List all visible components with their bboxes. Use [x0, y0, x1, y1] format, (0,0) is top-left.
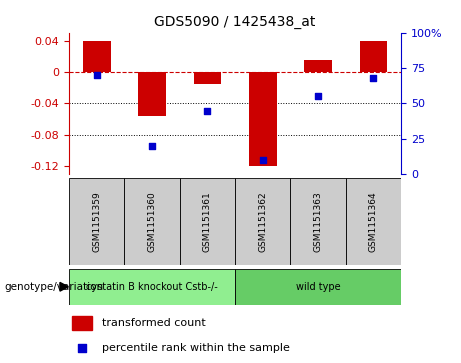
Point — [259, 157, 266, 163]
Text: cystatin B knockout Cstb-/-: cystatin B knockout Cstb-/- — [86, 282, 218, 292]
Bar — [180, 178, 235, 265]
Bar — [69, 269, 235, 305]
Text: GSM1151363: GSM1151363 — [313, 191, 323, 252]
Text: wild type: wild type — [296, 282, 340, 292]
Bar — [194, 72, 221, 84]
Text: GSM1151362: GSM1151362 — [258, 191, 267, 252]
Bar — [235, 269, 401, 305]
Point — [204, 107, 211, 113]
Text: genotype/variation: genotype/variation — [5, 282, 104, 292]
Point — [314, 94, 322, 99]
Text: GSM1151360: GSM1151360 — [148, 191, 157, 252]
Point — [370, 75, 377, 81]
Point — [93, 72, 100, 78]
Point — [79, 345, 86, 351]
Bar — [138, 72, 166, 116]
Text: transformed count: transformed count — [102, 318, 206, 328]
Point — [148, 143, 156, 149]
Text: percentile rank within the sample: percentile rank within the sample — [102, 343, 290, 353]
Bar — [124, 178, 180, 265]
Bar — [69, 178, 124, 265]
Text: GSM1151359: GSM1151359 — [92, 191, 101, 252]
Bar — [346, 178, 401, 265]
Bar — [249, 72, 277, 166]
Bar — [304, 60, 332, 72]
Bar — [83, 41, 111, 72]
Bar — [360, 41, 387, 72]
Bar — [235, 178, 290, 265]
Bar — [72, 316, 92, 330]
Bar — [290, 178, 346, 265]
Text: GSM1151364: GSM1151364 — [369, 191, 378, 252]
Title: GDS5090 / 1425438_at: GDS5090 / 1425438_at — [154, 15, 316, 29]
Text: GSM1151361: GSM1151361 — [203, 191, 212, 252]
